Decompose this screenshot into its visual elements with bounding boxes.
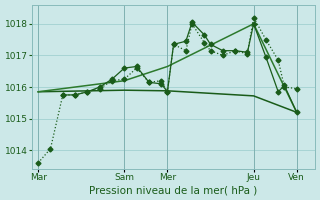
X-axis label: Pression niveau de la mer( hPa ): Pression niveau de la mer( hPa ) <box>90 185 258 195</box>
